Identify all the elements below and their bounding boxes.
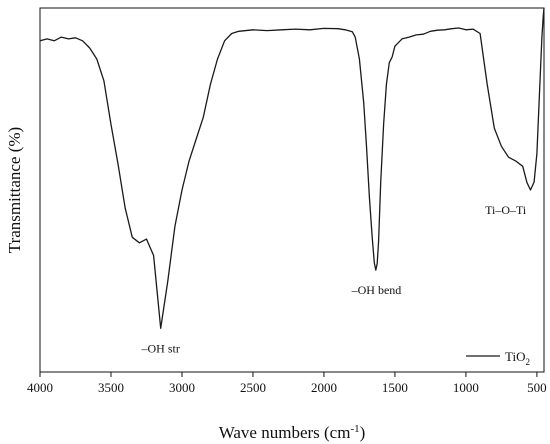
- y-axis-title: Transmittance (%): [5, 127, 24, 253]
- x-tick-label: 2000: [311, 380, 337, 395]
- annotation-label: Ti–O–Ti: [485, 203, 527, 217]
- x-tick-label: 1000: [453, 380, 479, 395]
- x-tick-label: 3500: [98, 380, 124, 395]
- x-tick-label: 500: [527, 380, 547, 395]
- x-axis-title: Wave numbers (cm-1): [219, 423, 366, 442]
- x-axis-ticks: 4000 3500 3000 2500 2000 1500 1000 500: [27, 372, 547, 395]
- series-line-tio2: [39, 7, 545, 329]
- annotation-label: –OH str: [141, 341, 180, 355]
- annotations: –OH str –OH bend Ti–O–Ti: [141, 203, 527, 355]
- x-tick-label: 4000: [27, 380, 53, 395]
- x-tick-label: 2500: [240, 380, 266, 395]
- plot-frame: [39, 7, 545, 373]
- annotation-label: –OH bend: [351, 283, 402, 297]
- x-tick-label: 1500: [382, 380, 408, 395]
- x-tick-label: 3000: [169, 380, 195, 395]
- legend-label-tio2: TiO2: [505, 349, 530, 367]
- legend: TiO2: [466, 349, 530, 367]
